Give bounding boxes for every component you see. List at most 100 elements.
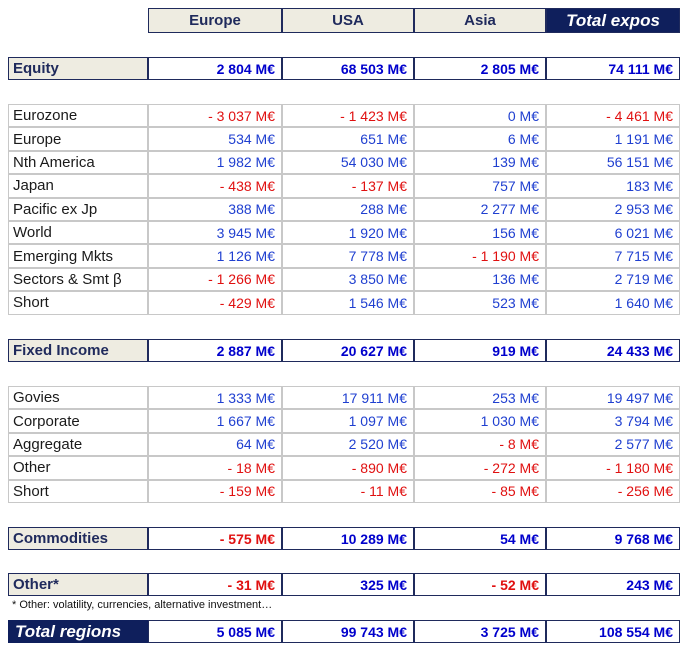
- row-value: 136 M€: [414, 267, 546, 292]
- section-value: 74 111 M€: [546, 57, 680, 80]
- row-label: Emerging Mkts: [8, 244, 148, 268]
- row-value: 1 333 M€: [148, 386, 282, 410]
- section-value: 2 805 M€: [414, 57, 546, 80]
- row-value: - 256 M€: [546, 479, 680, 503]
- row-value: - 272 M€: [414, 456, 546, 480]
- row-value: - 890 M€: [282, 456, 414, 480]
- row-label: Aggregate: [8, 432, 148, 457]
- row-value: 1 097 M€: [282, 409, 414, 433]
- row-value: 1 191 M€: [546, 127, 680, 151]
- section-label: Other*: [8, 573, 148, 596]
- row-value: 183 M€: [546, 174, 680, 198]
- row-value: 1 920 M€: [282, 221, 414, 245]
- section-value: 2 887 M€: [148, 339, 282, 362]
- row-label: Japan: [8, 174, 148, 198]
- row-value: - 4 461 M€: [546, 104, 680, 128]
- row-value: 1 030 M€: [414, 409, 546, 433]
- row-value: 156 M€: [414, 221, 546, 245]
- row-value: - 1 190 M€: [414, 244, 546, 268]
- row-label: Short: [8, 479, 148, 503]
- row-value: 253 M€: [414, 386, 546, 410]
- row-value: - 11 M€: [282, 479, 414, 503]
- row-value: 388 M€: [148, 197, 282, 221]
- row-value: 2 277 M€: [414, 197, 546, 221]
- row-value: 3 850 M€: [282, 267, 414, 292]
- row-value: - 1 180 M€: [546, 456, 680, 480]
- row-value: 288 M€: [282, 197, 414, 221]
- section-value: 243 M€: [546, 573, 680, 596]
- section-value: 24 433 M€: [546, 339, 680, 362]
- row-value: 1 546 M€: [282, 291, 414, 315]
- row-label: Europe: [8, 127, 148, 151]
- row-label: Short: [8, 291, 148, 315]
- row-value: 6 021 M€: [546, 221, 680, 245]
- row-value: - 8 M€: [414, 432, 546, 457]
- row-value: 7 778 M€: [282, 244, 414, 268]
- row-value: 2 520 M€: [282, 432, 414, 457]
- row-label: World: [8, 221, 148, 245]
- row-value: 2 719 M€: [546, 267, 680, 292]
- row-value: - 429 M€: [148, 291, 282, 315]
- total-value: 99 743 M€: [282, 620, 414, 643]
- footnote: * Other: volatility, currencies, alterna…: [12, 599, 273, 611]
- row-label: Other: [8, 456, 148, 480]
- row-value: - 137 M€: [282, 174, 414, 198]
- row-value: 2 953 M€: [546, 197, 680, 221]
- row-value: 7 715 M€: [546, 244, 680, 268]
- section-value: 20 627 M€: [282, 339, 414, 362]
- row-value: 534 M€: [148, 127, 282, 151]
- section-value: 10 289 M€: [282, 527, 414, 550]
- section-value: 9 768 M€: [546, 527, 680, 550]
- section-value: 325 M€: [282, 573, 414, 596]
- section-label: Commodities: [8, 527, 148, 550]
- row-label: Pacific ex Jp: [8, 197, 148, 221]
- total-value: 5 085 M€: [148, 620, 282, 643]
- section-label: Fixed Income: [8, 339, 148, 362]
- row-value: - 438 M€: [148, 174, 282, 198]
- column-header: Total expos: [546, 8, 680, 33]
- total-label: Total regions: [8, 620, 148, 643]
- section-label: Equity: [8, 57, 148, 80]
- row-value: 757 M€: [414, 174, 546, 198]
- row-label: Govies: [8, 386, 148, 410]
- total-value: 3 725 M€: [414, 620, 546, 643]
- row-value: 1 126 M€: [148, 244, 282, 268]
- row-label: Sectors & Smt β: [8, 267, 148, 292]
- row-value: 1 640 M€: [546, 291, 680, 315]
- row-value: 0 M€: [414, 104, 546, 128]
- row-value: 3 794 M€: [546, 409, 680, 433]
- section-value: 68 503 M€: [282, 57, 414, 80]
- row-value: 56 151 M€: [546, 150, 680, 175]
- row-value: 2 577 M€: [546, 432, 680, 457]
- section-value: 54 M€: [414, 527, 546, 550]
- column-header: USA: [282, 8, 414, 33]
- total-value: 108 554 M€: [546, 620, 680, 643]
- section-value: - 575 M€: [148, 527, 282, 550]
- row-value: - 159 M€: [148, 479, 282, 503]
- row-value: 139 M€: [414, 150, 546, 175]
- row-value: - 18 M€: [148, 456, 282, 480]
- row-label: Eurozone: [8, 104, 148, 128]
- row-value: - 1 266 M€: [148, 267, 282, 292]
- row-value: 3 945 M€: [148, 221, 282, 245]
- row-label: Corporate: [8, 409, 148, 433]
- section-value: 919 M€: [414, 339, 546, 362]
- row-value: 651 M€: [282, 127, 414, 151]
- section-value: - 52 M€: [414, 573, 546, 596]
- section-value: 2 804 M€: [148, 57, 282, 80]
- row-value: 1 982 M€: [148, 150, 282, 175]
- row-value: 19 497 M€: [546, 386, 680, 410]
- row-label: Nth America: [8, 150, 148, 175]
- column-header: Asia: [414, 8, 546, 33]
- row-value: - 85 M€: [414, 479, 546, 503]
- row-value: - 1 423 M€: [282, 104, 414, 128]
- row-value: 523 M€: [414, 291, 546, 315]
- column-header: Europe: [148, 8, 282, 33]
- row-value: 6 M€: [414, 127, 546, 151]
- row-value: - 3 037 M€: [148, 104, 282, 128]
- section-value: - 31 M€: [148, 573, 282, 596]
- row-value: 54 030 M€: [282, 150, 414, 175]
- row-value: 1 667 M€: [148, 409, 282, 433]
- row-value: 17 911 M€: [282, 386, 414, 410]
